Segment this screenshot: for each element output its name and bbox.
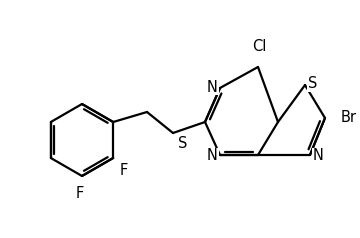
- Text: N: N: [313, 149, 324, 164]
- Text: S: S: [178, 136, 187, 151]
- Text: N: N: [207, 149, 218, 164]
- Text: F: F: [119, 163, 127, 178]
- Text: F: F: [76, 186, 84, 201]
- Text: N: N: [207, 79, 218, 94]
- Text: S: S: [308, 76, 318, 91]
- Text: Br: Br: [341, 110, 357, 125]
- Text: Cl: Cl: [252, 39, 266, 54]
